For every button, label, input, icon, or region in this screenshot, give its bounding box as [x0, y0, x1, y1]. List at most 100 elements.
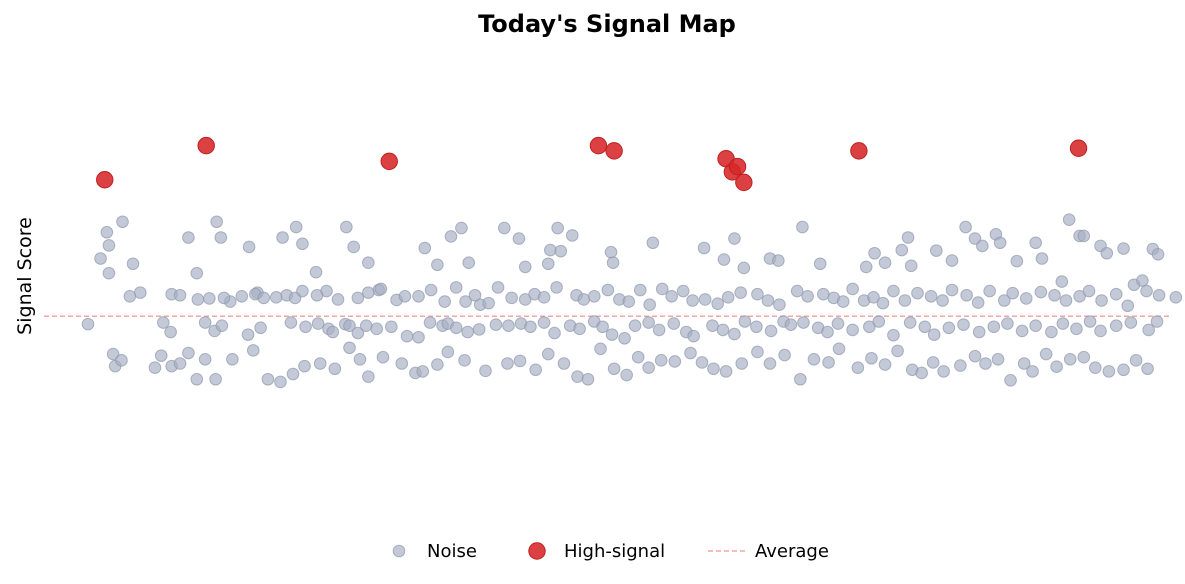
- noise-point-124: [751, 287, 764, 301]
- noise-point-116: [655, 282, 669, 296]
- noise-point-256: [313, 357, 327, 370]
- noise-point-25: [455, 221, 468, 235]
- noise-point-267: [458, 354, 471, 367]
- noise-point-243: [154, 349, 168, 362]
- noise-point-242: [148, 361, 162, 375]
- noise-point-98: [449, 281, 463, 294]
- noise-point-178: [400, 329, 414, 343]
- noise-point-34: [554, 244, 568, 258]
- noise-point-164: [215, 319, 229, 333]
- noise-point-159: [81, 317, 95, 331]
- legend-noise-label: Noise: [427, 541, 477, 562]
- noise-point-144: [983, 284, 996, 298]
- noise-point-94: [398, 290, 412, 303]
- noise-point-36: [604, 245, 618, 259]
- noise-point-176: [370, 322, 383, 336]
- noise-point-92: [374, 282, 388, 296]
- noise-point-16: [309, 265, 323, 279]
- noise-point-189: [524, 320, 537, 334]
- noise-point-200: [652, 323, 666, 337]
- noise-point-247: [190, 372, 204, 386]
- noise-point-282: [668, 355, 682, 368]
- noise-point-74: [102, 266, 116, 280]
- noise-point-155: [1121, 299, 1135, 313]
- noise-point-154: [1109, 287, 1123, 301]
- noise-point-9: [214, 231, 228, 244]
- noise-point-199: [642, 316, 655, 329]
- noise-point-255: [298, 359, 311, 373]
- noise-point-290: [778, 348, 791, 362]
- noise-point-225: [972, 325, 986, 339]
- noise-point-205: [716, 323, 730, 337]
- noise-point-235: [1109, 319, 1123, 333]
- noise-point-281: [654, 354, 668, 367]
- noise-point-162: [198, 316, 212, 329]
- noise-point-0: [94, 252, 107, 265]
- noise-point-7: [190, 266, 204, 280]
- noise-point-232: [1070, 322, 1083, 336]
- noise-point-48: [868, 246, 881, 260]
- noise-point-6: [182, 231, 195, 244]
- high-signal-point-7: [728, 157, 747, 176]
- noise-point-180: [423, 316, 437, 329]
- noise-point-227: [1001, 317, 1014, 330]
- high-signal-point-2: [380, 152, 398, 171]
- noise-point-238: [1150, 315, 1164, 328]
- chart-title: Today's Signal Map: [478, 10, 736, 38]
- noise-point-234: [1094, 324, 1107, 338]
- noise-point-102: [491, 281, 505, 294]
- noise-point-185: [472, 323, 486, 336]
- noise-point-18: [340, 220, 353, 234]
- noise-point-237: [1142, 323, 1155, 337]
- high-signal-point-0: [96, 171, 114, 189]
- noise-point-218: [872, 315, 886, 328]
- noise-point-302: [937, 365, 950, 378]
- noise-point-273: [557, 357, 571, 370]
- high-signal-point-9: [850, 142, 868, 160]
- noise-point-145: [997, 294, 1011, 307]
- noise-point-231: [1056, 317, 1070, 330]
- noise-point-168: [299, 320, 312, 334]
- noise-point-29: [512, 232, 526, 245]
- noise-point-61: [1029, 236, 1042, 250]
- noise-point-158: [1169, 291, 1183, 304]
- noise-point-316: [1117, 363, 1130, 377]
- noise-point-37: [606, 256, 620, 270]
- noise-point-167: [284, 316, 298, 329]
- high-signal-point-8: [735, 173, 753, 192]
- noise-point-64: [1062, 213, 1076, 226]
- noise-point-268: [479, 364, 492, 378]
- noise-point-45: [796, 220, 809, 234]
- y-axis-label: Signal Score: [14, 217, 36, 335]
- noise-point-265: [431, 358, 444, 371]
- noise-point-103: [505, 291, 518, 305]
- noise-point-266: [441, 345, 455, 359]
- noise-point-148: [1034, 285, 1048, 299]
- noise-point-147: [1019, 292, 1033, 305]
- noise-point-60: [1010, 254, 1024, 268]
- noise-point-20: [362, 256, 375, 270]
- noise-point-126: [773, 298, 786, 312]
- noise-point-310: [1039, 347, 1053, 361]
- noise-point-69: [1117, 242, 1130, 255]
- noise-point-277: [607, 362, 621, 376]
- noise-point-142: [960, 288, 973, 302]
- legend-high-signal-marker: [528, 542, 546, 560]
- noise-point-298: [891, 344, 904, 358]
- noise-point-258: [343, 341, 356, 355]
- noise-point-262: [395, 357, 409, 370]
- noise-point-287: [735, 357, 749, 370]
- noise-point-32: [544, 243, 557, 257]
- high-signal-point-1: [197, 136, 215, 155]
- noise-point-253: [274, 375, 287, 389]
- noise-point-215: [831, 317, 845, 330]
- noise-point-207: [738, 315, 752, 328]
- noise-point-91: [362, 286, 375, 299]
- noise-point-53: [930, 244, 943, 257]
- noise-point-279: [631, 350, 645, 364]
- noise-point-143: [971, 296, 985, 309]
- noise-point-284: [695, 356, 709, 369]
- noise-point-226: [987, 320, 1001, 334]
- noise-point-134: [867, 291, 880, 304]
- noise-point-280: [642, 361, 655, 375]
